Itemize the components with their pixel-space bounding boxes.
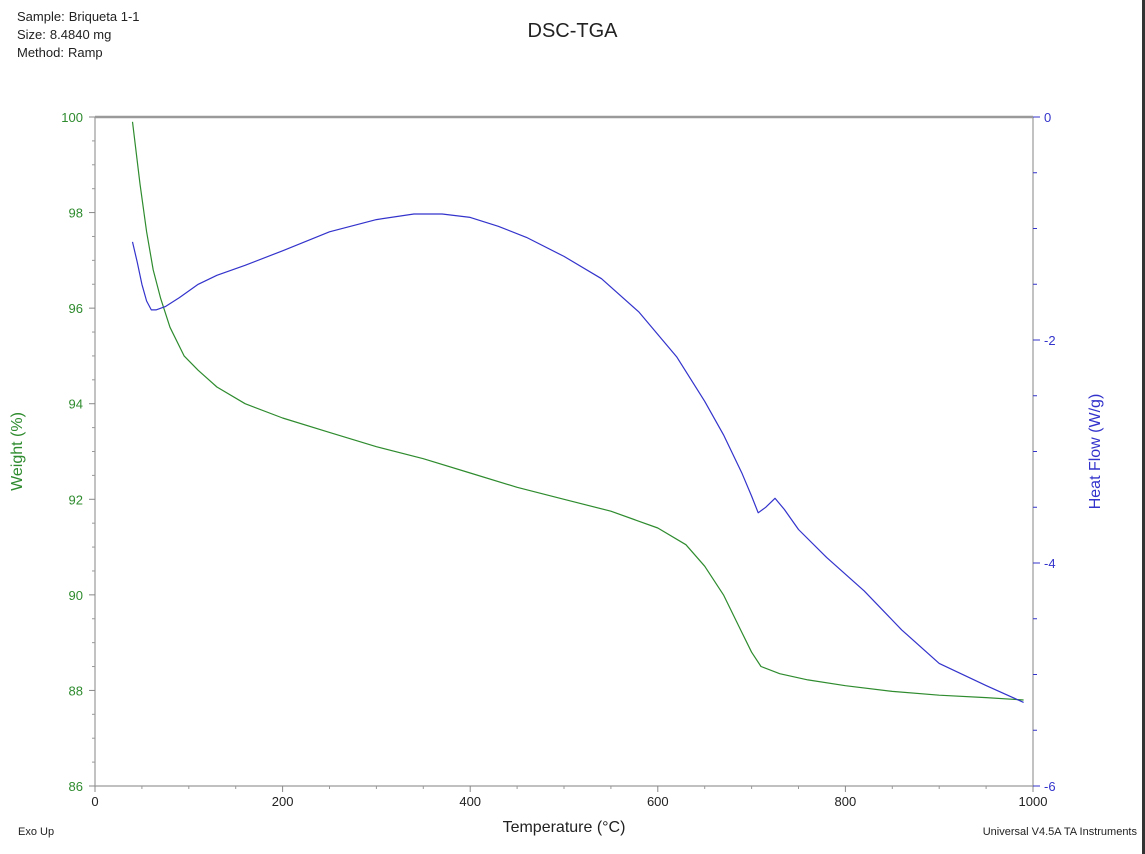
sample-info: Sample: Briqueta 1-1 Size: 8.4840 mg Met… [17,8,140,62]
y2-tick-label: -6 [1044,779,1056,794]
y-tick-label: 96 [69,301,83,316]
y-tick-label: 94 [69,397,83,412]
y2-tick-label: -4 [1044,556,1056,571]
method-value: Ramp [67,45,103,60]
y-axis-title: Weight (%) [9,412,26,491]
y-tick-label: 88 [69,683,83,698]
x-tick-label: 0 [91,794,98,809]
y2-tick-label: 0 [1044,110,1051,125]
x-tick-label: 600 [647,794,669,809]
window-edge [1142,0,1145,854]
software-credit: Universal V4.5A TA Instruments [982,826,1137,838]
y2-tick-label: -2 [1044,333,1056,348]
sample-value: Briqueta 1-1 [68,9,140,24]
x-axis-title: Temperature (°C) [503,819,626,836]
weight-line [131,121,1024,701]
sample-row: Sample: Briqueta 1-1 [17,8,140,26]
y-tick-label: 86 [69,779,83,794]
size-row: Size: 8.4840 mg [17,26,140,44]
exo-up-note: Exo Up [18,826,55,838]
method-label: Method: [17,45,64,60]
heat-flow-line [131,213,1024,703]
chart-title: DSC-TGA [527,20,618,42]
x-tick-label: 200 [272,794,294,809]
x-tick-label: 1000 [1019,794,1048,809]
y-tick-label: 100 [61,110,83,125]
x-tick-label: 800 [835,794,857,809]
y-tick-label: 92 [69,492,83,507]
y2-axis-title: Heat Flow (W/g) [1087,394,1104,510]
size-value: 8.4840 mg [49,27,112,42]
x-tick-label: 400 [459,794,481,809]
y-tick-label: 98 [69,206,83,221]
y-tick-label: 90 [69,588,83,603]
method-row: Method: Ramp [17,44,140,62]
size-label: Size: [17,27,46,42]
sample-label: Sample: [17,9,65,24]
